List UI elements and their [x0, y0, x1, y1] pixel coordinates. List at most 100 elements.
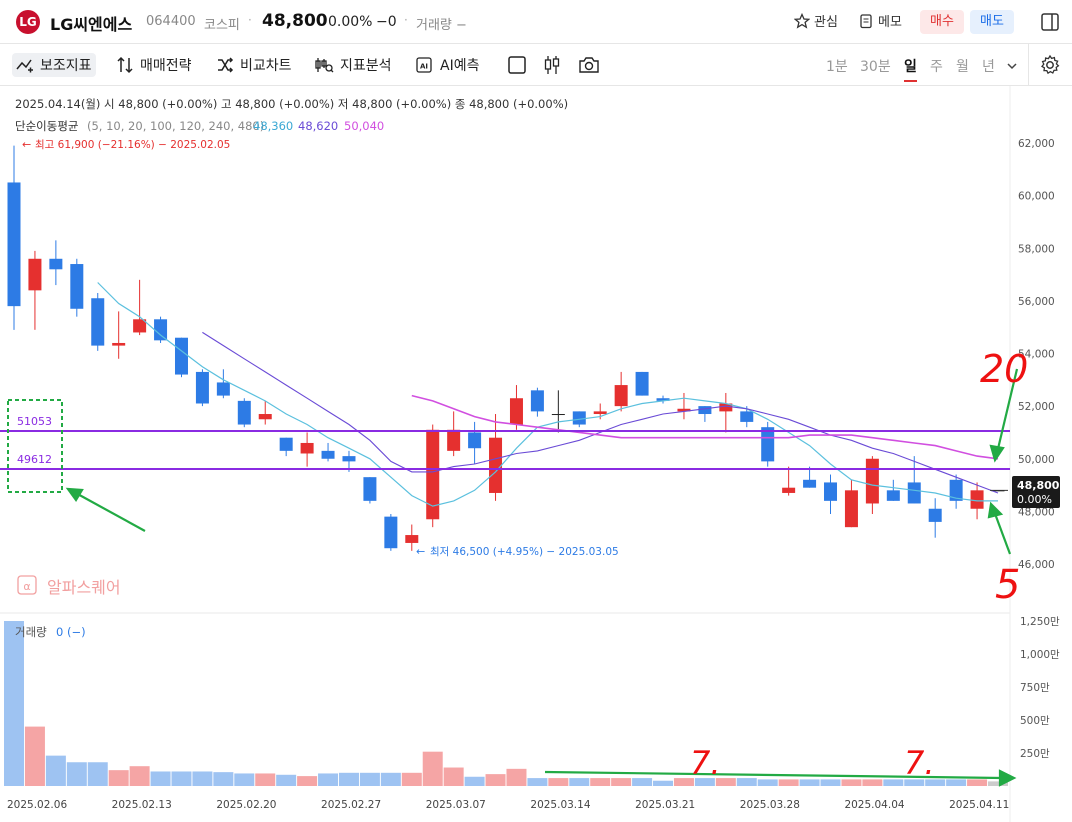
volume-bar [904, 779, 925, 786]
ai-predict-button[interactable]: AI AI예측 [410, 53, 483, 77]
candle-body [698, 406, 712, 415]
volume-bar [694, 778, 715, 786]
stock-code: 064400 [146, 14, 196, 29]
indicators-button[interactable]: 보조지표 [12, 53, 96, 77]
candle [928, 498, 942, 538]
price-tick-label: 46,000 [1018, 559, 1055, 571]
candle-body [426, 429, 440, 520]
volume-bar [715, 778, 736, 786]
price-chart[interactable]: 2025.04.14(월) 시 48,800 (+0.00%) 고 48,800… [0, 86, 1072, 822]
panel-toggle-icon[interactable] [1040, 12, 1060, 32]
volume-bar [87, 762, 108, 786]
candle-body [551, 414, 565, 416]
buy-button[interactable]: 매수 [920, 10, 964, 34]
compare-button[interactable]: 비교차트 [212, 53, 296, 77]
analysis-button[interactable]: 지표분석 [310, 53, 396, 77]
svg-text:AI: AI [420, 63, 428, 71]
stock-name[interactable]: LG씨엔에스 [50, 15, 133, 34]
candle-body [174, 337, 188, 375]
volume-bar [359, 772, 380, 786]
candlestick-icon[interactable] [542, 55, 562, 75]
candle [70, 258, 84, 317]
candle [112, 311, 126, 359]
square-icon[interactable] [507, 55, 527, 75]
strategy-label: 매매전략 [140, 58, 192, 74]
volume-bar [611, 778, 632, 786]
candle-body [614, 385, 628, 407]
period-month[interactable]: 월 [956, 59, 969, 75]
high-arrow: ← [22, 138, 31, 151]
candle [803, 466, 817, 488]
volume-summary: 거래량 − [416, 18, 467, 33]
price-tick-label: 58,000 [1018, 243, 1055, 255]
candle [279, 437, 293, 457]
volume-bar [632, 778, 653, 786]
period-week[interactable]: 주 [930, 59, 943, 75]
candle [49, 240, 63, 286]
candle [363, 477, 377, 504]
analysis-label: 지표분석 [340, 58, 392, 74]
candle [740, 406, 754, 428]
arrow-up-to-price [992, 510, 1012, 555]
volume-bar [506, 768, 527, 786]
date-tick-label: 2025.03.07 [426, 799, 486, 811]
watermark-logo-icon [17, 575, 37, 595]
candle-body [300, 442, 314, 454]
candle [530, 387, 544, 417]
market-name: 코스피 [204, 18, 240, 33]
date-tick-label: 2025.04.11 [949, 799, 1009, 811]
volume-bar [925, 779, 946, 786]
candle-body [363, 477, 377, 501]
line-label-top: 51053 [17, 415, 52, 428]
volume-bar [401, 772, 422, 786]
candle-body [279, 437, 293, 451]
sell-button[interactable]: 매도 [970, 10, 1014, 34]
candle-magnifier-icon [315, 58, 334, 73]
volume-bar [485, 774, 506, 786]
memo-button[interactable]: 메모 [858, 11, 902, 30]
candle-body [907, 482, 921, 504]
period-day[interactable]: 일 [904, 56, 917, 82]
last-change-value: 0.00% [1017, 493, 1052, 506]
candle-body [112, 342, 126, 346]
price-tick-label: 52,000 [1018, 401, 1055, 413]
candle [551, 390, 565, 433]
candle [216, 369, 230, 399]
candle [237, 398, 251, 428]
date-tick-label: 2025.02.20 [216, 799, 276, 811]
stock-header: LG LG씨엔에스 064400 코스피 · 48,800 0.00% −0 ·… [0, 0, 1072, 44]
candle-body [635, 371, 649, 396]
period-30min[interactable]: 30분 [860, 59, 891, 75]
ai-predict-label: AI예측 [440, 58, 480, 74]
candle-body [656, 398, 670, 401]
period-year[interactable]: 년 [982, 59, 995, 75]
watch-button[interactable]: 관심 [794, 11, 838, 30]
candle [886, 479, 900, 501]
date-tick-label: 2025.02.13 [112, 799, 172, 811]
volume-bar [338, 772, 359, 786]
volume-tick-label: 250만 [1020, 748, 1050, 760]
candle-body [7, 182, 21, 307]
candle-body [949, 479, 963, 501]
candles [7, 145, 1005, 551]
volume-bar [443, 767, 464, 786]
candle [133, 279, 147, 336]
period-1min[interactable]: 1분 [826, 59, 848, 75]
candle-body [844, 490, 858, 528]
price-tick-label: 60,000 [1018, 191, 1055, 203]
handwritten-mark-volume-2: 7. [904, 744, 935, 782]
indicator-icon [16, 59, 33, 73]
last-price-value: 48,800 [1017, 479, 1060, 492]
candle-body [49, 258, 63, 270]
shuffle-icon [218, 57, 234, 73]
camera-icon[interactable] [578, 55, 600, 75]
change-rate: 0.00% [328, 14, 373, 30]
watermark-text: 알파스퀘어 [47, 578, 121, 597]
volume-bar [757, 779, 778, 786]
candle [405, 524, 419, 551]
gear-icon[interactable] [1039, 54, 1061, 76]
ma5-value: 48,360 [253, 119, 293, 133]
chevron-down-icon[interactable] [1006, 60, 1018, 72]
strategy-button[interactable]: 매매전략 [112, 53, 196, 77]
up-down-arrows-icon [117, 56, 133, 74]
